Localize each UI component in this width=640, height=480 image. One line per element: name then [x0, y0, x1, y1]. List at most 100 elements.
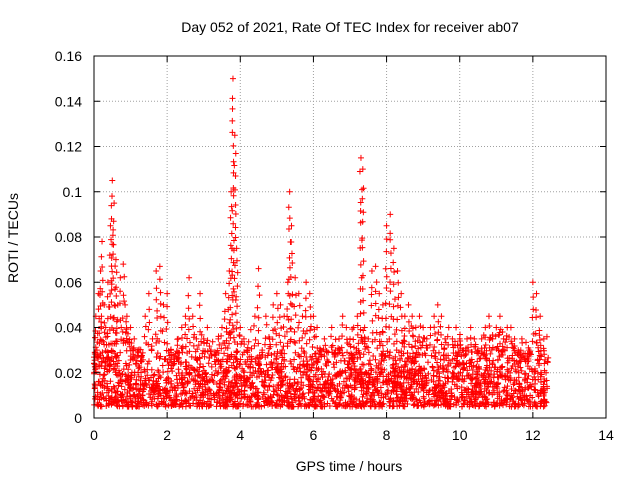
data-point	[229, 105, 236, 112]
data-point	[283, 328, 290, 335]
data-point	[393, 338, 400, 345]
data-point-band	[326, 371, 333, 378]
data-point-band	[224, 388, 231, 395]
data-point	[92, 334, 99, 341]
data-point-band	[377, 361, 384, 368]
data-point	[130, 346, 137, 353]
data-point	[295, 324, 302, 331]
data-point	[406, 328, 413, 335]
data-point-band	[115, 398, 122, 405]
data-point-band	[325, 373, 332, 380]
data-point-band	[441, 397, 448, 404]
data-point-band	[435, 402, 442, 409]
data-point-band	[455, 349, 462, 356]
data-point-band	[359, 377, 366, 384]
data-point	[379, 328, 386, 335]
data-point	[359, 235, 366, 242]
data-point	[359, 195, 366, 202]
data-point-band	[99, 382, 106, 389]
data-point	[182, 313, 189, 320]
data-point-band	[489, 384, 496, 391]
data-point	[230, 142, 237, 149]
data-point-band	[304, 371, 311, 378]
data-point-band	[405, 354, 412, 361]
data-point-band	[342, 399, 349, 406]
data-point	[303, 279, 310, 286]
data-point	[359, 272, 366, 279]
data-point-band	[114, 403, 121, 410]
data-point	[383, 236, 390, 243]
data-point-band	[105, 400, 112, 407]
data-point	[232, 310, 239, 317]
data-point-band	[366, 357, 373, 364]
data-point-band	[202, 381, 209, 388]
data-point	[441, 346, 448, 353]
data-point	[313, 333, 320, 340]
data-point	[398, 290, 405, 297]
data-point	[306, 290, 313, 297]
data-point	[101, 329, 108, 336]
data-point	[120, 337, 127, 344]
data-point	[197, 290, 204, 297]
data-point-band	[346, 375, 353, 382]
data-point	[328, 333, 335, 340]
data-point-band	[268, 351, 275, 358]
data-point-band	[173, 393, 180, 400]
data-point	[99, 288, 106, 295]
data-point	[405, 341, 412, 348]
data-point-band	[186, 348, 193, 355]
data-point-band	[421, 382, 428, 389]
data-point	[382, 265, 389, 272]
data-point-band	[155, 369, 162, 376]
data-point-band	[169, 362, 176, 369]
data-point-band	[272, 387, 279, 394]
x-tick-label: 0	[90, 427, 98, 443]
data-point	[357, 261, 364, 268]
data-point-band	[240, 379, 247, 386]
data-point	[405, 301, 412, 308]
data-point-band	[263, 361, 270, 368]
data-point	[197, 315, 204, 322]
data-point-band	[423, 375, 430, 382]
data-point	[291, 328, 298, 335]
data-point	[296, 319, 303, 326]
data-point-band	[505, 357, 512, 364]
data-point-band	[252, 391, 259, 398]
data-point-band	[186, 388, 193, 395]
data-point-band	[502, 339, 509, 346]
data-point	[229, 272, 236, 279]
data-point-band	[459, 393, 466, 400]
data-point-band	[228, 389, 235, 396]
data-point-band	[96, 361, 103, 368]
data-point-band	[315, 384, 322, 391]
data-point	[387, 211, 394, 218]
data-point	[286, 188, 293, 195]
data-point-band	[537, 353, 544, 360]
data-point	[230, 158, 237, 165]
data-point-band	[298, 374, 305, 381]
data-point-band	[221, 381, 228, 388]
data-point-band	[393, 373, 400, 380]
data-point-band	[510, 397, 517, 404]
data-point	[355, 340, 362, 347]
data-point	[382, 315, 389, 322]
data-point	[186, 274, 193, 281]
data-point	[207, 348, 214, 355]
data-point	[102, 334, 109, 341]
data-point	[270, 301, 277, 308]
data-point	[493, 345, 500, 352]
data-point-band	[247, 326, 254, 333]
data-point	[123, 318, 130, 325]
data-point-band	[321, 381, 328, 388]
data-point	[95, 306, 102, 313]
data-point-band	[297, 368, 304, 375]
data-point-band	[308, 383, 315, 390]
data-point-band	[434, 359, 441, 366]
data-point-band	[315, 376, 322, 383]
data-point	[322, 342, 329, 349]
data-point-band	[507, 377, 514, 384]
data-point-band	[474, 374, 481, 381]
data-point-band	[313, 396, 320, 403]
data-point	[211, 358, 218, 365]
data-point-band	[483, 387, 490, 394]
